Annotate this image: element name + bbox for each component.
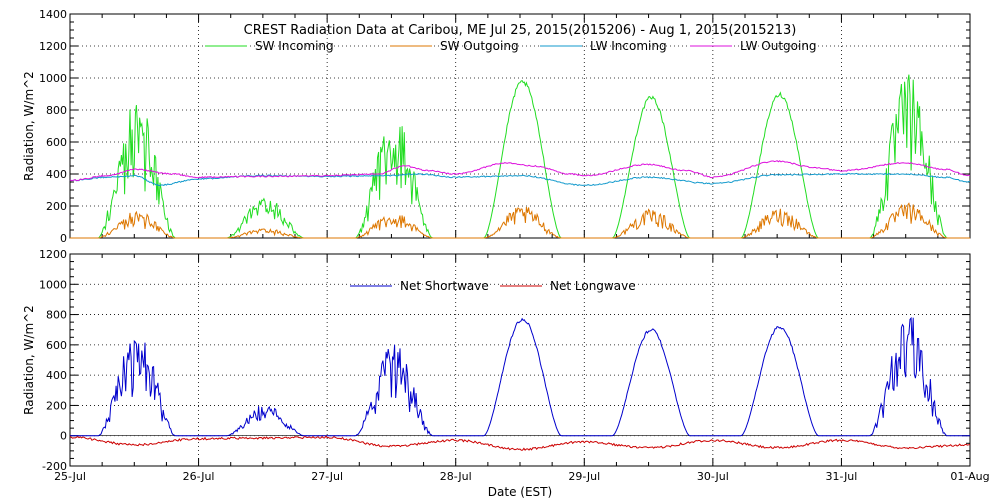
series-line-lw-outgoing bbox=[69, 160, 971, 182]
chart-title: CREST Radiation Data at Caribou, ME Jul … bbox=[244, 23, 797, 38]
y-tick-label: 600 bbox=[46, 136, 67, 149]
x-tick-label: 01-Aug bbox=[950, 470, 989, 483]
y-tick-label: 0 bbox=[60, 232, 67, 245]
y-tick-label: -200 bbox=[42, 460, 67, 473]
x-tick-label: 29-Jul bbox=[568, 470, 600, 483]
y-axis-label: Radiation, W/m^2 bbox=[22, 71, 36, 181]
x-tick-label: 31-Jul bbox=[825, 470, 857, 483]
y-tick-label: 1000 bbox=[39, 278, 67, 291]
legend-label: SW Incoming bbox=[255, 39, 334, 53]
legend-label: SW Outgoing bbox=[440, 39, 519, 53]
y-tick-label: 600 bbox=[46, 339, 67, 352]
legend-label: LW Outgoing bbox=[740, 39, 817, 53]
y-tick-label: 200 bbox=[46, 200, 67, 213]
y-tick-label: 800 bbox=[46, 309, 67, 322]
legend-label: Net Shortwave bbox=[400, 279, 489, 293]
x-tick-label: 30-Jul bbox=[697, 470, 729, 483]
plot-frame bbox=[69, 13, 971, 239]
series-line-net-longwave bbox=[69, 435, 971, 451]
series-line-net-shortwave bbox=[70, 316, 970, 437]
legend-label: Net Longwave bbox=[550, 279, 636, 293]
series-line-sw-incoming bbox=[70, 74, 970, 239]
series-line-sw-outgoing bbox=[70, 202, 970, 239]
y-tick-label: 400 bbox=[46, 369, 67, 382]
y-tick-label: 400 bbox=[46, 168, 67, 181]
series-line-lw-incoming bbox=[69, 172, 971, 187]
bottom-panel: -200 0 200 400 600 800 1000 1200 Radiation, W/m^… bbox=[22, 248, 990, 499]
y-tick-label: 1400 bbox=[39, 8, 67, 21]
x-tick-label: 27-Jul bbox=[311, 470, 343, 483]
y-tick-label: 0 bbox=[60, 430, 67, 443]
x-axis-label: Date (EST) bbox=[488, 485, 552, 499]
y-axis-label: Radiation, W/m^2 bbox=[22, 305, 36, 415]
y-tick-label: 800 bbox=[46, 104, 67, 117]
y-tick-label: 1200 bbox=[39, 248, 67, 261]
top-panel: 0 200 400 600 800 1000 1200 1400 Radiation, W/m^… bbox=[22, 8, 971, 245]
x-tick-label: 28-Jul bbox=[440, 470, 472, 483]
y-tick-label: 1200 bbox=[39, 40, 67, 53]
y-tick-label: 200 bbox=[46, 399, 67, 412]
legend-label: LW Incoming bbox=[590, 39, 667, 53]
x-tick-label: 26-Jul bbox=[183, 470, 215, 483]
x-tick-label: 25-Jul bbox=[54, 470, 86, 483]
y-tick-label: 1000 bbox=[39, 72, 67, 85]
